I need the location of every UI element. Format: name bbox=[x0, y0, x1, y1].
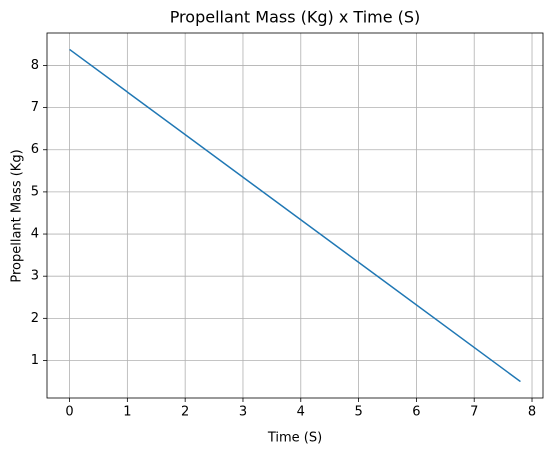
x-tick-label: 6 bbox=[412, 405, 420, 420]
x-tick-label: 5 bbox=[354, 405, 362, 420]
y-tick-label: 2 bbox=[31, 311, 39, 326]
x-tick-label: 8 bbox=[528, 405, 536, 420]
x-tick-label: 4 bbox=[297, 405, 305, 420]
y-tick-label: 8 bbox=[31, 58, 39, 73]
chart-title: Propellant Mass (Kg) x Time (S) bbox=[170, 8, 421, 27]
x-tick-label: 3 bbox=[239, 405, 247, 420]
x-tick-label: 0 bbox=[65, 405, 73, 420]
x-axis-label: Time (S) bbox=[267, 431, 322, 446]
x-tick-label: 2 bbox=[181, 405, 189, 420]
data-line bbox=[69, 48, 521, 383]
y-tick-label: 1 bbox=[31, 353, 39, 368]
x-tick-label: 7 bbox=[470, 405, 478, 420]
y-tick-label: 6 bbox=[31, 142, 39, 157]
y-tick-label: 5 bbox=[31, 184, 39, 199]
y-tick-label: 4 bbox=[31, 227, 39, 242]
y-tick-label: 7 bbox=[31, 100, 39, 115]
y-axis-label: Propellant Mass (Kg) bbox=[10, 149, 25, 282]
x-tick-label: 1 bbox=[123, 405, 131, 420]
y-tick-label: 3 bbox=[31, 269, 39, 284]
plot-frame bbox=[46, 32, 544, 399]
